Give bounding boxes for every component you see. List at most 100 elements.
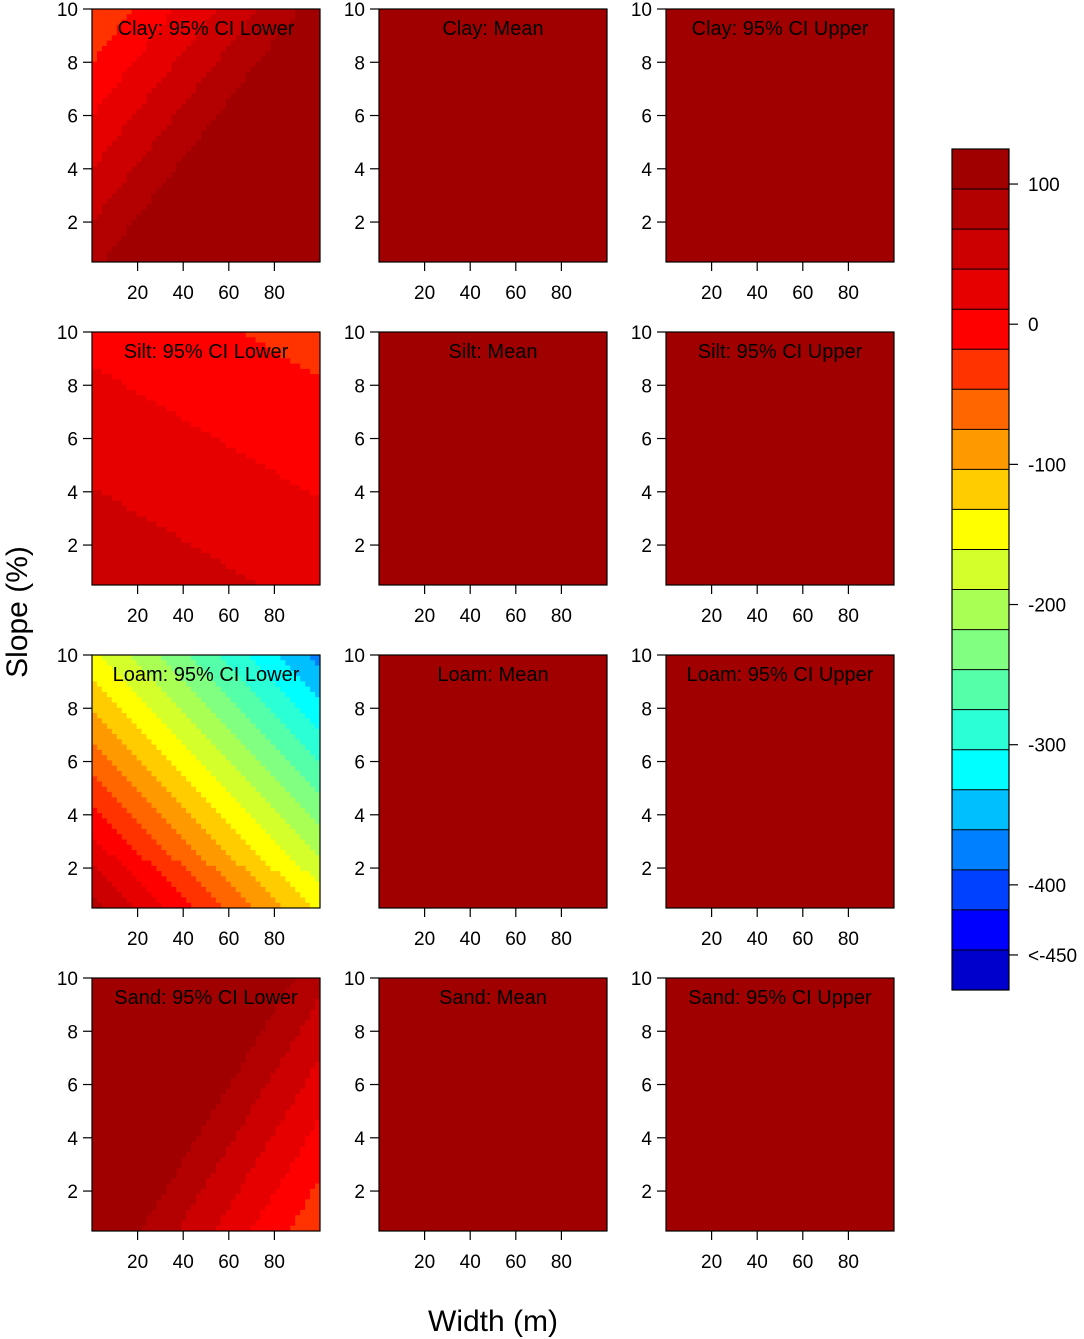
- y-tick-label: 6: [67, 107, 78, 128]
- heatmap-cell: [270, 256, 276, 262]
- heatmap-cell: [577, 109, 583, 116]
- heatmap-cell: [156, 114, 162, 121]
- heatmap-cell: [398, 230, 405, 237]
- heatmap-cell: [745, 40, 751, 47]
- heatmap-cell: [473, 51, 479, 58]
- heatmap-cell: [443, 156, 449, 163]
- heatmap-cell: [547, 193, 554, 200]
- heatmap-cell: [483, 240, 489, 247]
- heatmap-cell: [220, 188, 227, 195]
- heatmap-cell: [398, 51, 405, 58]
- heatmap-cell: [240, 98, 247, 105]
- heatmap-cell: [408, 124, 415, 131]
- heatmap-cell: [512, 167, 519, 173]
- heatmap-cell: [191, 130, 197, 137]
- heatmap-cell: [156, 151, 162, 158]
- heatmap-cell: [131, 161, 138, 168]
- heatmap-cell: [181, 82, 187, 89]
- heatmap-cell: [784, 66, 791, 73]
- heatmap-cell: [730, 19, 736, 26]
- heatmap-cell: [715, 24, 722, 31]
- heatmap-cell: [557, 209, 563, 216]
- heatmap-cell: [874, 51, 880, 58]
- heatmap-cell: [428, 204, 435, 210]
- heatmap-cell: [383, 256, 390, 262]
- heatmap-cell: [522, 35, 529, 42]
- heatmap-cell: [111, 72, 118, 79]
- heatmap-cell: [403, 119, 410, 126]
- heatmap-cell: [408, 204, 415, 210]
- heatmap-cell: [493, 24, 499, 31]
- heatmap-cell: [300, 77, 306, 84]
- heatmap-cell: [512, 119, 519, 126]
- heatmap-cell: [210, 156, 217, 163]
- heatmap-cell: [547, 103, 554, 110]
- heatmap-cell: [176, 177, 182, 184]
- heatmap-cell: [814, 61, 821, 68]
- heatmap-cell: [136, 88, 143, 94]
- heatmap-cell: [171, 114, 177, 121]
- heatmap-cell: [463, 204, 469, 210]
- heatmap-cell: [592, 256, 598, 262]
- heatmap-cell: [814, 45, 821, 52]
- heatmap-cell: [111, 204, 118, 210]
- heatmap-cell: [201, 45, 207, 52]
- heatmap-cell: [562, 124, 568, 131]
- heatmap-cell: [448, 151, 454, 158]
- heatmap-cell: [443, 19, 449, 26]
- heatmap-cell: [884, 35, 890, 42]
- heatmap-cell: [547, 19, 554, 26]
- heatmap-cell: [255, 14, 262, 21]
- heatmap-cell: [295, 172, 301, 179]
- heatmap-cell: [572, 161, 578, 168]
- heatmap-cell: [562, 24, 568, 31]
- heatmap-cell: [448, 214, 454, 221]
- heatmap-cell: [379, 24, 385, 31]
- heatmap-cell: [413, 103, 420, 110]
- heatmap-cell: [285, 135, 291, 142]
- heatmap-cell: [280, 24, 286, 31]
- heatmap-cell: [537, 209, 544, 216]
- heatmap-cell: [403, 214, 410, 221]
- heatmap-cell: [423, 77, 430, 84]
- heatmap-cell: [166, 146, 172, 152]
- heatmap-cell: [478, 24, 484, 31]
- heatmap-cell: [210, 225, 217, 231]
- heatmap-cell: [171, 188, 177, 195]
- heatmap-cell: [116, 225, 123, 231]
- heatmap-cell: [290, 135, 296, 142]
- heatmap-cell: [275, 14, 281, 21]
- heatmap-cell: [126, 66, 133, 73]
- heatmap-cell: [869, 35, 875, 42]
- heatmap-cell: [413, 124, 420, 131]
- heatmap-cell: [196, 161, 202, 168]
- heatmap-cell: [398, 124, 405, 131]
- heatmap-cell: [121, 156, 128, 163]
- heatmap-cell: [161, 119, 167, 126]
- heatmap-cell: [577, 172, 583, 179]
- heatmap-cell: [315, 182, 320, 189]
- heatmap-cell: [468, 251, 474, 258]
- heatmap-cell: [250, 88, 257, 94]
- heatmap-cell: [488, 40, 494, 47]
- heatmap-cell: [191, 188, 197, 195]
- heatmap-cell: [700, 14, 707, 21]
- heatmap-cell: [488, 72, 494, 79]
- heatmap-cell: [839, 56, 846, 63]
- heatmap-cell: [96, 214, 103, 221]
- heatmap-cell: [151, 219, 158, 226]
- heatmap-cell: [453, 66, 459, 73]
- heatmap-cell: [156, 182, 162, 189]
- heatmap-cell: [141, 98, 148, 105]
- heatmap-cell: [854, 40, 860, 47]
- heatmap-cell: [690, 24, 697, 31]
- heatmap-cell: [245, 204, 252, 210]
- heatmap-cell: [131, 198, 138, 205]
- heatmap-cell: [433, 167, 440, 173]
- heatmap-cell: [602, 172, 607, 179]
- heatmap-cell: [136, 146, 143, 152]
- heatmap-cell: [577, 56, 583, 63]
- heatmap-cell: [745, 19, 751, 26]
- heatmap-cell: [567, 88, 573, 94]
- heatmap-cell: [512, 177, 519, 184]
